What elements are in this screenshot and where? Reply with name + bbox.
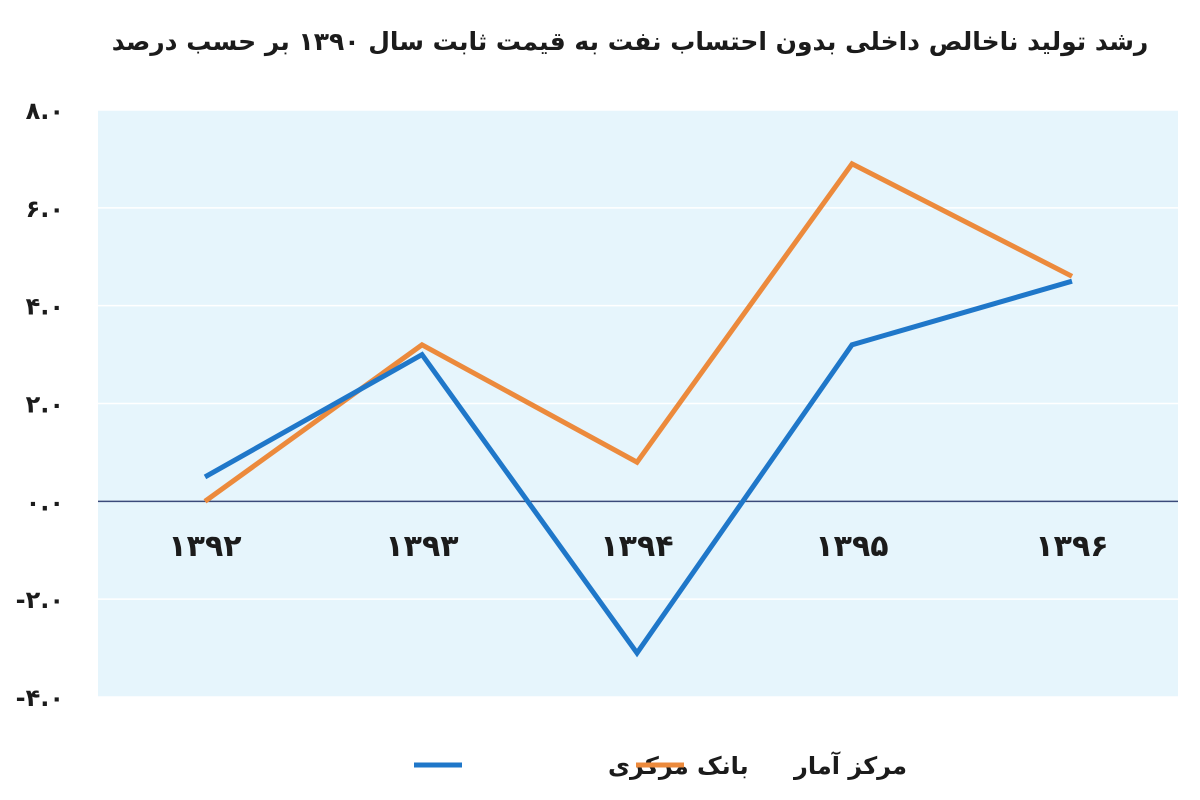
- y-tick-label: ۲.۰: [26, 391, 64, 419]
- y-tick-label: ۰.۰: [26, 488, 64, 516]
- y-axis-ticks: ۸.۰ ۶.۰ ۴.۰ ۲.۰ ۰.۰ -۲.۰ -۴.۰: [16, 97, 64, 712]
- chart-title: رشد تولید ناخالص داخلی بدون احتساب نفت ب…: [112, 27, 1149, 57]
- y-tick-label: ۴.۰: [26, 293, 64, 321]
- x-tick-label: ۱۳۹۴: [600, 529, 673, 564]
- y-tick-label: ۸.۰: [26, 97, 64, 125]
- series-lines: [203, 160, 1074, 658]
- x-tick-label: ۱۳۹۳: [385, 529, 458, 564]
- legend: بانک مرکزیمرکز آمار: [414, 751, 907, 780]
- gridlines: [98, 109, 1178, 698]
- x-tick-label: ۱۳۹۶: [1035, 529, 1108, 564]
- x-axis-ticks: ۱۳۹۲ ۱۳۹۳ ۱۳۹۴ ۱۳۹۵ ۱۳۹۶: [168, 529, 1108, 564]
- y-tick-label: -۴.۰: [16, 684, 64, 712]
- legend-label: مرکز آمار: [793, 751, 907, 780]
- y-tick-label: -۲.۰: [16, 586, 64, 614]
- x-tick-label: ۱۳۹۲: [168, 529, 241, 564]
- y-tick-label: ۶.۰: [26, 195, 64, 223]
- x-tick-label: ۱۳۹۵: [815, 529, 888, 564]
- series-line: [203, 278, 1073, 658]
